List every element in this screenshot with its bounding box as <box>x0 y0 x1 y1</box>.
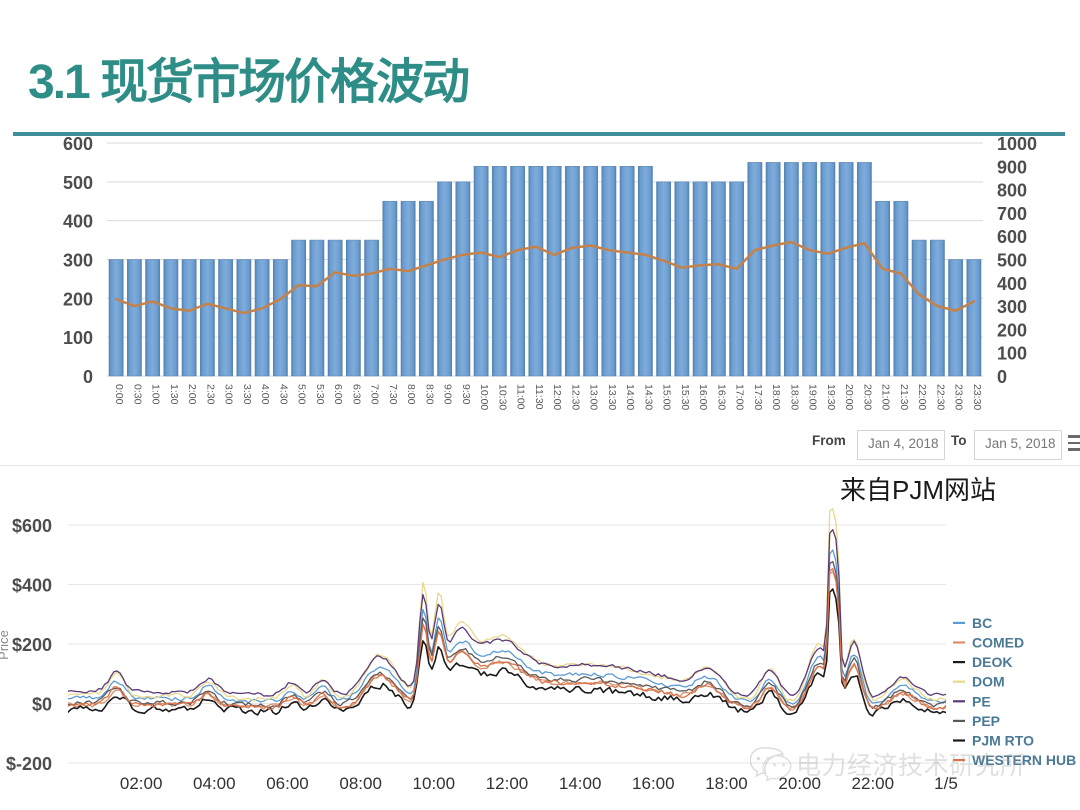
svg-text:15:00: 15:00 <box>661 384 673 410</box>
svg-text:400: 400 <box>997 274 1027 294</box>
svg-text:DEOK: DEOK <box>972 654 1012 670</box>
svg-text:20:00: 20:00 <box>843 384 855 410</box>
svg-text:5:00: 5:00 <box>296 384 308 405</box>
svg-text:23:00: 23:00 <box>953 384 965 410</box>
svg-text:0:00: 0:00 <box>113 384 125 405</box>
svg-text:12:00: 12:00 <box>486 774 529 793</box>
svg-text:0: 0 <box>83 367 93 387</box>
svg-text:22:00: 22:00 <box>852 774 895 793</box>
svg-text:0:30: 0:30 <box>131 384 143 405</box>
svg-text:14:00: 14:00 <box>624 384 636 410</box>
svg-text:1000: 1000 <box>997 134 1037 154</box>
svg-text:200: 200 <box>63 289 93 309</box>
svg-text:20:00: 20:00 <box>778 774 821 793</box>
svg-text:19:30: 19:30 <box>825 384 837 410</box>
svg-text:7:30: 7:30 <box>387 384 399 405</box>
svg-text:18:00: 18:00 <box>770 384 782 410</box>
svg-text:2:00: 2:00 <box>186 384 198 405</box>
svg-text:13:00: 13:00 <box>588 384 600 410</box>
svg-text:22:00: 22:00 <box>916 384 928 410</box>
svg-text:7:00: 7:00 <box>369 384 381 405</box>
svg-text:12:00: 12:00 <box>551 384 563 410</box>
svg-text:8:30: 8:30 <box>423 384 435 405</box>
svg-text:$0: $0 <box>32 695 52 715</box>
svg-text:200: 200 <box>997 320 1027 340</box>
svg-text:20:30: 20:30 <box>861 384 873 410</box>
svg-text:23:30: 23:30 <box>971 384 983 410</box>
svg-text:04:00: 04:00 <box>193 774 236 793</box>
svg-text:PJM RTO: PJM RTO <box>972 733 1034 749</box>
svg-text:18:00: 18:00 <box>705 774 748 793</box>
svg-text:6:30: 6:30 <box>350 384 362 405</box>
svg-text:$400: $400 <box>12 576 52 596</box>
svg-text:19:00: 19:00 <box>807 384 819 410</box>
svg-text:06:00: 06:00 <box>266 774 309 793</box>
svg-text:2:30: 2:30 <box>204 384 216 405</box>
svg-text:16:30: 16:30 <box>715 384 727 410</box>
svg-text:WESTERN HUB: WESTERN HUB <box>972 752 1076 768</box>
svg-text:22:30: 22:30 <box>934 384 946 410</box>
svg-text:900: 900 <box>997 157 1027 177</box>
svg-text:8:00: 8:00 <box>405 384 417 405</box>
svg-text:0: 0 <box>997 367 1007 387</box>
svg-text:Price: Price <box>0 630 11 660</box>
svg-text:12:30: 12:30 <box>569 384 581 410</box>
svg-text:10:00: 10:00 <box>413 774 456 793</box>
svg-text:300: 300 <box>63 251 93 271</box>
svg-text:DOM: DOM <box>972 674 1005 690</box>
svg-text:600: 600 <box>63 134 93 154</box>
svg-text:COMED: COMED <box>972 635 1024 651</box>
svg-text:6:00: 6:00 <box>332 384 344 405</box>
svg-text:100: 100 <box>997 344 1027 364</box>
svg-text:1:30: 1:30 <box>168 384 180 405</box>
svg-text:$-200: $-200 <box>6 754 52 774</box>
svg-text:9:30: 9:30 <box>460 384 472 405</box>
svg-text:16:00: 16:00 <box>697 384 709 410</box>
svg-text:4:00: 4:00 <box>259 384 271 405</box>
svg-text:4:30: 4:30 <box>277 384 289 405</box>
svg-text:10:00: 10:00 <box>478 384 490 410</box>
svg-text:16:00: 16:00 <box>632 774 675 793</box>
svg-text:$200: $200 <box>12 635 52 655</box>
svg-text:3:30: 3:30 <box>241 384 253 405</box>
svg-text:1/5: 1/5 <box>934 774 958 793</box>
svg-text:21:00: 21:00 <box>880 384 892 410</box>
svg-text:500: 500 <box>63 173 93 193</box>
svg-text:PEP: PEP <box>972 713 1000 729</box>
svg-text:BC: BC <box>972 615 992 631</box>
svg-text:17:00: 17:00 <box>734 384 746 410</box>
svg-text:15:30: 15:30 <box>679 384 691 410</box>
svg-text:13:30: 13:30 <box>606 384 618 410</box>
svg-text:18:30: 18:30 <box>788 384 800 410</box>
svg-text:3:00: 3:00 <box>223 384 235 405</box>
svg-text:14:00: 14:00 <box>559 774 602 793</box>
svg-text:02:00: 02:00 <box>120 774 163 793</box>
svg-text:800: 800 <box>997 181 1027 201</box>
svg-text:400: 400 <box>63 212 93 232</box>
svg-text:300: 300 <box>997 297 1027 317</box>
svg-text:700: 700 <box>997 204 1027 224</box>
svg-text:$600: $600 <box>12 516 52 536</box>
svg-text:1:00: 1:00 <box>150 384 162 405</box>
svg-text:17:30: 17:30 <box>752 384 764 410</box>
svg-text:500: 500 <box>997 251 1027 271</box>
svg-text:600: 600 <box>997 227 1027 247</box>
svg-text:9:00: 9:00 <box>442 384 454 405</box>
svg-text:08:00: 08:00 <box>339 774 382 793</box>
svg-text:5:30: 5:30 <box>314 384 326 405</box>
svg-text:11:00: 11:00 <box>515 384 527 410</box>
svg-text:14:30: 14:30 <box>642 384 654 410</box>
svg-text:11:30: 11:30 <box>533 384 545 410</box>
svg-text:100: 100 <box>63 328 93 348</box>
svg-text:PE: PE <box>972 693 991 709</box>
svg-text:10:30: 10:30 <box>496 384 508 410</box>
svg-text:21:30: 21:30 <box>898 384 910 410</box>
